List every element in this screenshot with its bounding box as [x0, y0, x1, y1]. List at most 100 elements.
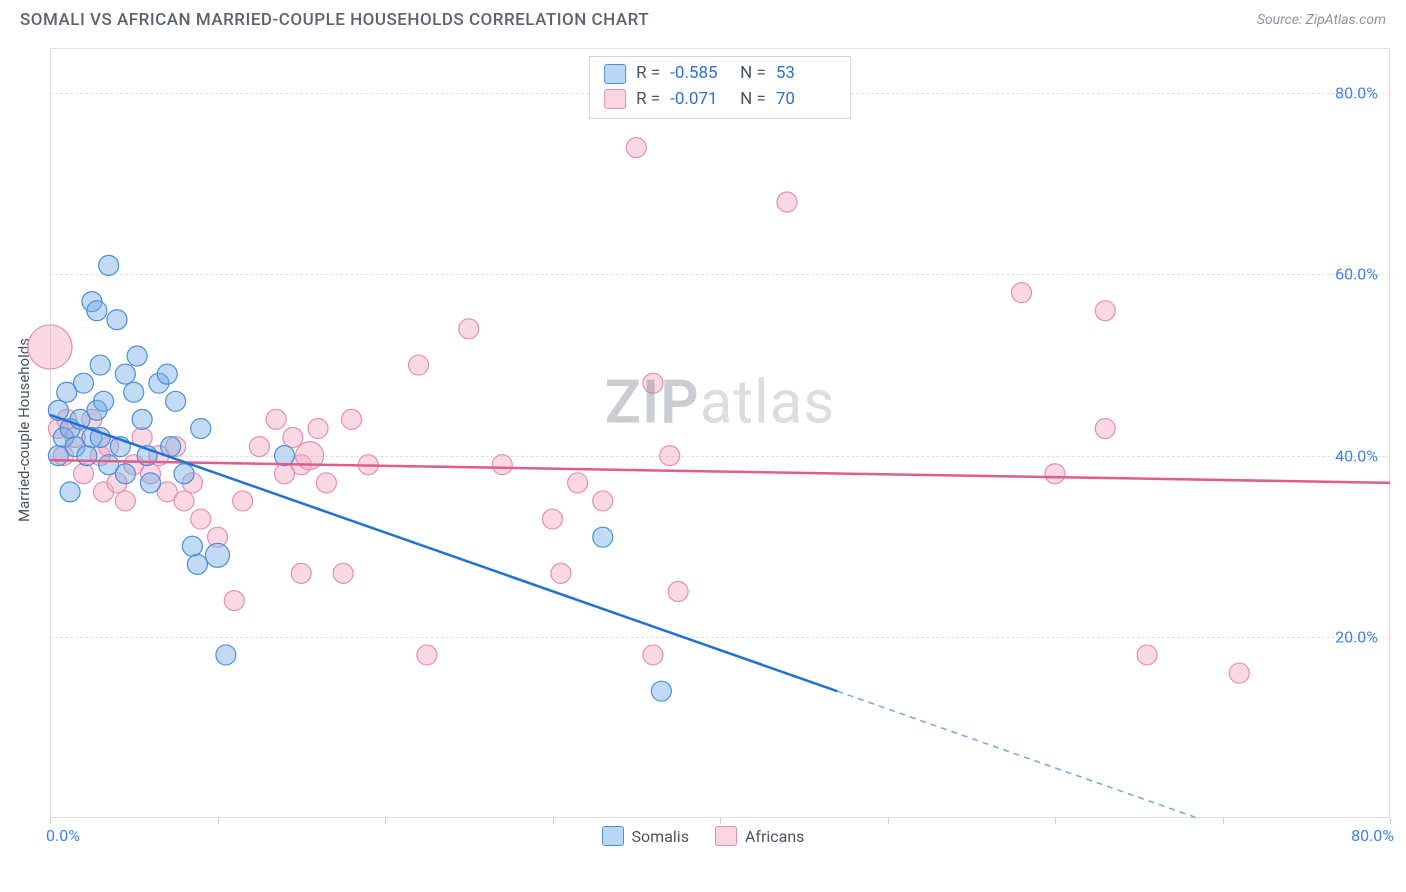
data-point [174, 491, 194, 511]
stats-row-blue: R = -0.585 N = 53 [604, 61, 836, 87]
r-value-blue: -0.585 [670, 61, 730, 87]
swatch-blue-icon [604, 64, 626, 84]
data-point [74, 464, 94, 484]
source-attribution: Source: ZipAtlas.com [1257, 12, 1386, 28]
data-point [593, 527, 613, 547]
data-point [224, 591, 244, 611]
x-tick [1055, 818, 1056, 824]
data-point [182, 536, 202, 556]
data-point [1229, 663, 1249, 683]
stats-row-pink: R = -0.071 N = 70 [604, 87, 836, 113]
data-point [127, 346, 147, 366]
source-prefix: Source: [1257, 12, 1306, 28]
chart-title: SOMALI VS AFRICAN MARRIED-COUPLE HOUSEHO… [20, 10, 649, 30]
x-tick [1390, 818, 1391, 824]
swatch-blue-icon [602, 826, 624, 846]
scatter-svg [50, 48, 1390, 818]
data-point [28, 325, 72, 369]
data-point [643, 373, 663, 393]
data-point [492, 455, 512, 475]
data-point [87, 301, 107, 321]
x-tick [218, 818, 219, 824]
data-point [568, 473, 588, 493]
data-point [99, 255, 119, 275]
r-label: R = [636, 61, 660, 87]
data-point [187, 554, 207, 574]
n-value-pink: 70 [776, 87, 836, 113]
x-tick [720, 818, 721, 824]
data-point [157, 364, 177, 384]
data-point [216, 645, 236, 665]
plot-area: 20.0%40.0%60.0%80.0% ZIPatlas R = -0.585… [50, 48, 1390, 818]
legend-label-pink: Africans [745, 827, 804, 846]
data-point [651, 681, 671, 701]
data-point [266, 409, 286, 429]
data-point [191, 509, 211, 529]
data-point [1095, 418, 1115, 438]
data-point [459, 319, 479, 339]
data-point [94, 391, 114, 411]
data-point [60, 482, 80, 502]
x-tick [553, 818, 554, 824]
data-point [333, 563, 353, 583]
data-point [206, 543, 230, 567]
data-point [342, 409, 362, 429]
data-point [115, 464, 135, 484]
source-name: ZipAtlas.com [1306, 12, 1386, 28]
data-point [115, 491, 135, 511]
data-point [551, 563, 571, 583]
data-point [74, 373, 94, 393]
data-point [249, 437, 269, 457]
legend-item-blue: Somalis [602, 826, 689, 846]
y-axis-label: Married-couple Households [15, 338, 33, 522]
data-point [124, 382, 144, 402]
data-point [626, 138, 646, 158]
r-value-pink: -0.071 [670, 87, 730, 113]
n-value-blue: 53 [776, 61, 836, 87]
bottom-legend: Somalis Africans [0, 826, 1406, 846]
data-point [660, 446, 680, 466]
n-label: N = [740, 87, 766, 113]
data-point [77, 446, 97, 466]
x-tick [1223, 818, 1224, 824]
data-point [166, 391, 186, 411]
legend-item-pink: Africans [715, 826, 804, 846]
data-point [90, 355, 110, 375]
x-tick [50, 818, 51, 824]
data-point [777, 192, 797, 212]
data-point [1045, 464, 1065, 484]
swatch-pink-icon [604, 89, 626, 109]
data-point [132, 409, 152, 429]
data-point [233, 491, 253, 511]
data-point [543, 509, 563, 529]
chart-header: SOMALI VS AFRICAN MARRIED-COUPLE HOUSEHO… [0, 0, 1406, 36]
data-point [316, 473, 336, 493]
data-point [1095, 301, 1115, 321]
stats-legend-box: R = -0.585 N = 53 R = -0.071 N = 70 [589, 56, 851, 119]
n-label: N = [740, 61, 766, 87]
data-point [174, 464, 194, 484]
legend-label-blue: Somalis [632, 827, 689, 846]
data-point [1137, 645, 1157, 665]
data-point [1012, 283, 1032, 303]
trend-line [837, 691, 1197, 818]
data-point [283, 428, 303, 448]
x-tick [385, 818, 386, 824]
trend-line [50, 415, 837, 691]
trend-line [50, 460, 1390, 483]
data-point [291, 563, 311, 583]
x-tick [888, 818, 889, 824]
data-point [409, 355, 429, 375]
data-point [275, 446, 295, 466]
data-point [107, 310, 127, 330]
data-point [115, 364, 135, 384]
data-point [593, 491, 613, 511]
data-point [308, 418, 328, 438]
data-point [643, 645, 663, 665]
data-point [417, 645, 437, 665]
data-point [668, 582, 688, 602]
swatch-pink-icon [715, 826, 737, 846]
data-point [141, 473, 161, 493]
r-label: R = [636, 87, 660, 113]
data-point [191, 418, 211, 438]
